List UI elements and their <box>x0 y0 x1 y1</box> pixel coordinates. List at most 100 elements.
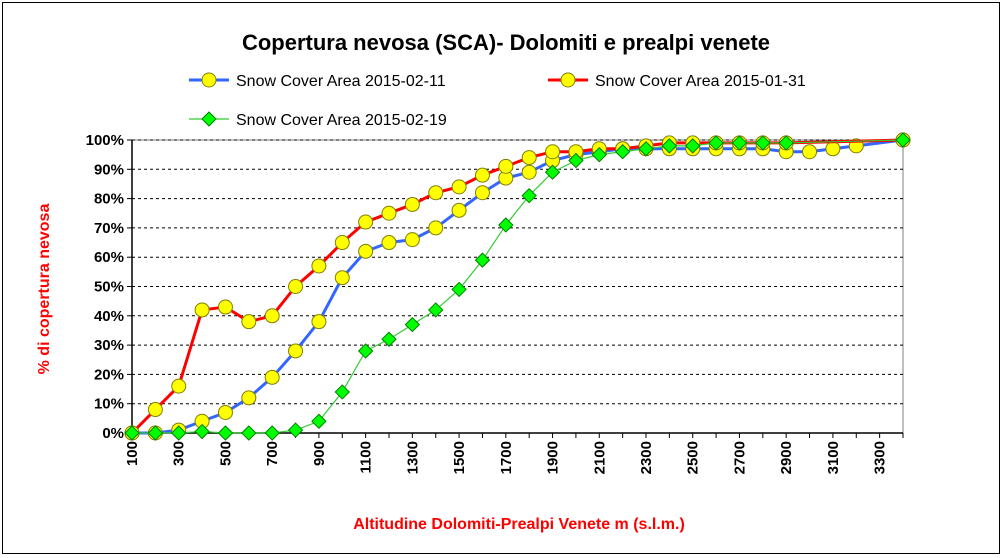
series-layer <box>124 132 911 441</box>
y-tick-label: 0% <box>102 425 124 442</box>
x-tick-label: 1700 <box>498 441 515 474</box>
data-point <box>194 302 210 318</box>
data-point <box>381 235 397 251</box>
x-tick-label: 700 <box>264 441 281 466</box>
data-point <box>194 423 210 440</box>
data-point <box>288 343 304 359</box>
data-point <box>241 425 257 441</box>
data-point <box>825 141 841 157</box>
data-point <box>498 158 514 174</box>
gridlines <box>132 139 903 405</box>
data-point <box>591 146 607 163</box>
data-point <box>334 270 350 286</box>
x-tick-label: 2900 <box>778 441 795 474</box>
legend-swatch-marker <box>201 72 217 88</box>
data-point <box>311 314 327 330</box>
data-point <box>428 220 444 236</box>
data-point <box>451 281 467 298</box>
data-point <box>241 390 257 406</box>
y-tick-label: 60% <box>94 249 124 266</box>
x-tick-label: 2100 <box>591 441 608 474</box>
x-tick-label: 300 <box>171 441 188 466</box>
data-point <box>708 135 724 151</box>
x-tick-label: 500 <box>217 441 234 466</box>
x-tick-label: 1900 <box>545 441 562 474</box>
data-point <box>521 187 537 204</box>
data-point <box>124 425 140 441</box>
data-point <box>544 164 561 180</box>
x-tick-label: 2700 <box>731 441 748 474</box>
data-point <box>217 299 233 315</box>
legend-entry: Snow Cover Area 2015-01-31 <box>548 72 806 90</box>
data-point <box>381 331 397 347</box>
data-point <box>264 425 280 441</box>
data-point <box>264 369 280 385</box>
y-tick-label: 100% <box>86 132 124 149</box>
data-point <box>451 202 467 218</box>
data-point <box>171 378 187 394</box>
legend-label: Snow Cover Area 2015-02-11 <box>236 73 446 90</box>
legend-swatch-marker <box>560 72 576 88</box>
x-tick-label: 900 <box>311 441 328 466</box>
x-tick-label: 1500 <box>451 441 468 474</box>
data-point <box>217 425 234 441</box>
data-point <box>778 135 794 151</box>
y-tick-label: 70% <box>94 220 124 237</box>
data-point <box>614 144 631 160</box>
chart-title: Copertura nevosa (SCA)- Dolomiti e preal… <box>242 30 770 55</box>
x-tick-label: 2300 <box>638 441 655 474</box>
data-point <box>568 152 584 169</box>
data-point <box>474 252 491 268</box>
data-point <box>357 343 374 359</box>
data-point <box>404 316 421 333</box>
data-point <box>545 144 561 160</box>
data-point <box>404 232 420 248</box>
data-point <box>358 214 374 230</box>
x-tick-labels: 100 300 500 700 900 1100 1300 1500 1700 1900 2100 2… <box>124 441 889 474</box>
x-tick-label: 3300 <box>872 441 889 474</box>
data-point <box>498 217 514 233</box>
y-tick-labels: 0% 10% 20% 30% 40% 50% 60% 70% 80% 90% 100% <box>86 132 124 442</box>
data-point <box>171 425 187 441</box>
data-point <box>731 135 748 151</box>
data-point <box>428 302 444 318</box>
data-point <box>474 167 490 183</box>
data-point <box>428 185 444 201</box>
x-tick-label: 100 <box>124 441 141 466</box>
data-point <box>381 205 397 221</box>
legend: Snow Cover Area 2015-02-11 Snow Cover Are… <box>189 72 806 129</box>
x-tick-label: 2500 <box>685 441 702 474</box>
legend-entry: Snow Cover Area 2015-02-11 <box>189 72 446 90</box>
chart-svg: Copertura nevosa (SCA)- Dolomiti e preal… <box>36 30 911 533</box>
y-tick-label: 50% <box>94 279 124 296</box>
data-point <box>334 384 350 400</box>
legend-swatch-marker <box>201 111 217 127</box>
data-point <box>404 196 420 212</box>
data-point <box>334 235 350 251</box>
data-point <box>311 413 327 429</box>
data-point <box>147 425 164 441</box>
y-tick-label: 10% <box>94 396 124 413</box>
data-point <box>474 185 490 201</box>
data-point <box>311 258 327 274</box>
data-point <box>264 308 280 324</box>
x-tick-label: 1300 <box>404 441 421 474</box>
x-tick-label: 1100 <box>358 441 375 474</box>
y-tick-label: 80% <box>94 191 124 208</box>
data-point <box>638 141 654 157</box>
data-point <box>685 138 701 154</box>
data-point <box>895 132 911 148</box>
legend-label: Snow Cover Area 2015-01-31 <box>595 73 806 90</box>
data-point <box>521 164 537 180</box>
x-tick-label: 3100 <box>825 441 842 474</box>
x-axis-label: Altitudine Dolomiti-Prealpi Venete m (s.… <box>353 516 685 533</box>
y-tick-label: 90% <box>94 161 124 178</box>
series-3 <box>124 132 911 441</box>
data-point <box>287 422 304 438</box>
data-point <box>521 150 537 166</box>
y-axis-label: % di copertura nevosa <box>36 204 53 375</box>
data-point <box>451 179 467 195</box>
data-point <box>288 279 304 294</box>
legend-entry: Snow Cover Area 2015-02-19 <box>189 111 447 129</box>
